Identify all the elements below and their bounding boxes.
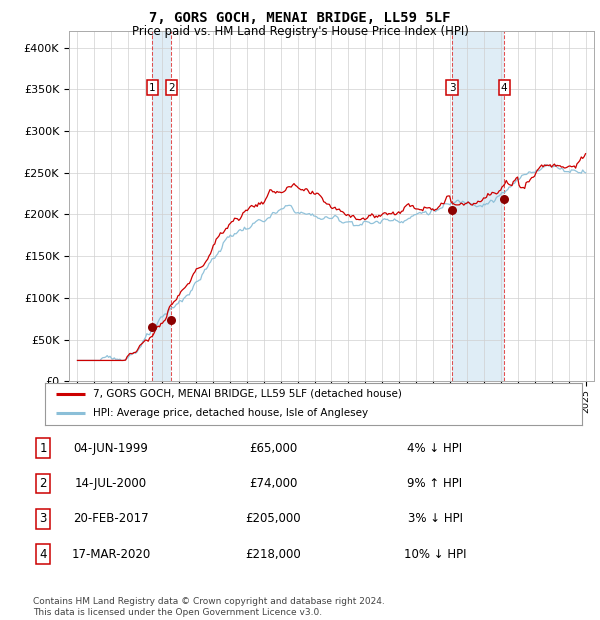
- Text: 04-JUN-1999: 04-JUN-1999: [74, 442, 148, 454]
- Text: 2: 2: [168, 82, 175, 93]
- Text: 7, GORS GOCH, MENAI BRIDGE, LL59 5LF (detached house): 7, GORS GOCH, MENAI BRIDGE, LL59 5LF (de…: [94, 389, 402, 399]
- Bar: [152, 31, 171, 381]
- Text: 20-FEB-2017: 20-FEB-2017: [73, 513, 149, 525]
- Text: Contains HM Land Registry data © Crown copyright and database right 2024.
This d: Contains HM Land Registry data © Crown c…: [33, 598, 385, 617]
- Text: 4: 4: [40, 548, 47, 560]
- Text: 9% ↑ HPI: 9% ↑ HPI: [407, 477, 463, 490]
- Text: 4% ↓ HPI: 4% ↓ HPI: [407, 442, 463, 454]
- Text: 14-JUL-2000: 14-JUL-2000: [75, 477, 147, 490]
- Text: £218,000: £218,000: [245, 548, 301, 560]
- Text: 7, GORS GOCH, MENAI BRIDGE, LL59 5LF: 7, GORS GOCH, MENAI BRIDGE, LL59 5LF: [149, 11, 451, 25]
- Text: 1: 1: [40, 442, 47, 454]
- Text: 10% ↓ HPI: 10% ↓ HPI: [404, 548, 466, 560]
- Text: 17-MAR-2020: 17-MAR-2020: [71, 548, 151, 560]
- Text: 3: 3: [40, 513, 47, 525]
- Text: 3% ↓ HPI: 3% ↓ HPI: [407, 513, 463, 525]
- Text: Price paid vs. HM Land Registry's House Price Index (HPI): Price paid vs. HM Land Registry's House …: [131, 25, 469, 38]
- Text: 3: 3: [449, 82, 455, 93]
- Text: 1: 1: [149, 82, 155, 93]
- Text: £65,000: £65,000: [249, 442, 297, 454]
- Text: 4: 4: [501, 82, 508, 93]
- Text: HPI: Average price, detached house, Isle of Anglesey: HPI: Average price, detached house, Isle…: [94, 409, 368, 419]
- Text: 2: 2: [40, 477, 47, 490]
- Text: £74,000: £74,000: [249, 477, 297, 490]
- Text: £205,000: £205,000: [245, 513, 301, 525]
- Bar: [452, 31, 504, 381]
